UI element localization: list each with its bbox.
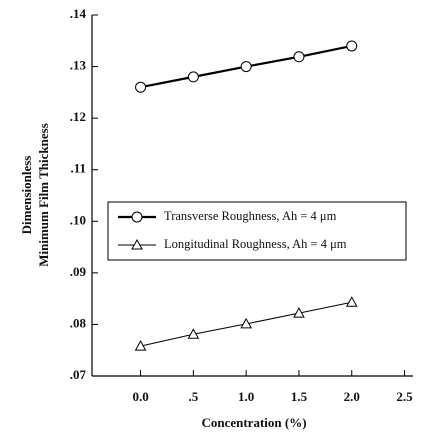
marker [187, 328, 200, 339]
x-tick-label: .5 [188, 389, 198, 404]
legend-box [107, 201, 407, 261]
marker [345, 296, 358, 307]
x-axis-label: Concentration (%) [201, 415, 306, 430]
x-tick-label: 0.0 [132, 389, 148, 404]
y-tick-label: .10 [70, 212, 86, 227]
x-tick-label: 1.0 [238, 389, 254, 404]
y-tick-label: .07 [70, 367, 87, 382]
y-tick-label: .11 [70, 161, 86, 176]
y-axis-label: Minimum Film Thickness [36, 123, 51, 267]
marker [187, 71, 199, 83]
y-tick-label: .12 [70, 109, 86, 124]
marker [240, 317, 253, 329]
marker [293, 51, 305, 63]
y-tick-label: .13 [70, 58, 87, 73]
marker [135, 81, 147, 93]
marker [293, 307, 305, 318]
legend-label: Transverse Roughness, Ah = 4 μm [164, 209, 337, 223]
legend-marker [131, 238, 143, 250]
x-tick-label: 2.5 [396, 389, 413, 404]
marker [240, 61, 252, 73]
legend-label: Longitudinal Roughness, Ah = 4 μm [164, 237, 347, 251]
y-tick-label: .14 [70, 6, 87, 21]
y-axis-label: Dimensionless [19, 156, 34, 235]
y-tick-label: .09 [70, 264, 87, 279]
x-tick-label: 2.0 [344, 389, 360, 404]
marker [346, 40, 358, 52]
legend-marker [131, 211, 143, 223]
x-tick-label: 1.5 [291, 389, 308, 404]
y-tick-label: .08 [70, 315, 87, 330]
marker [134, 340, 147, 351]
